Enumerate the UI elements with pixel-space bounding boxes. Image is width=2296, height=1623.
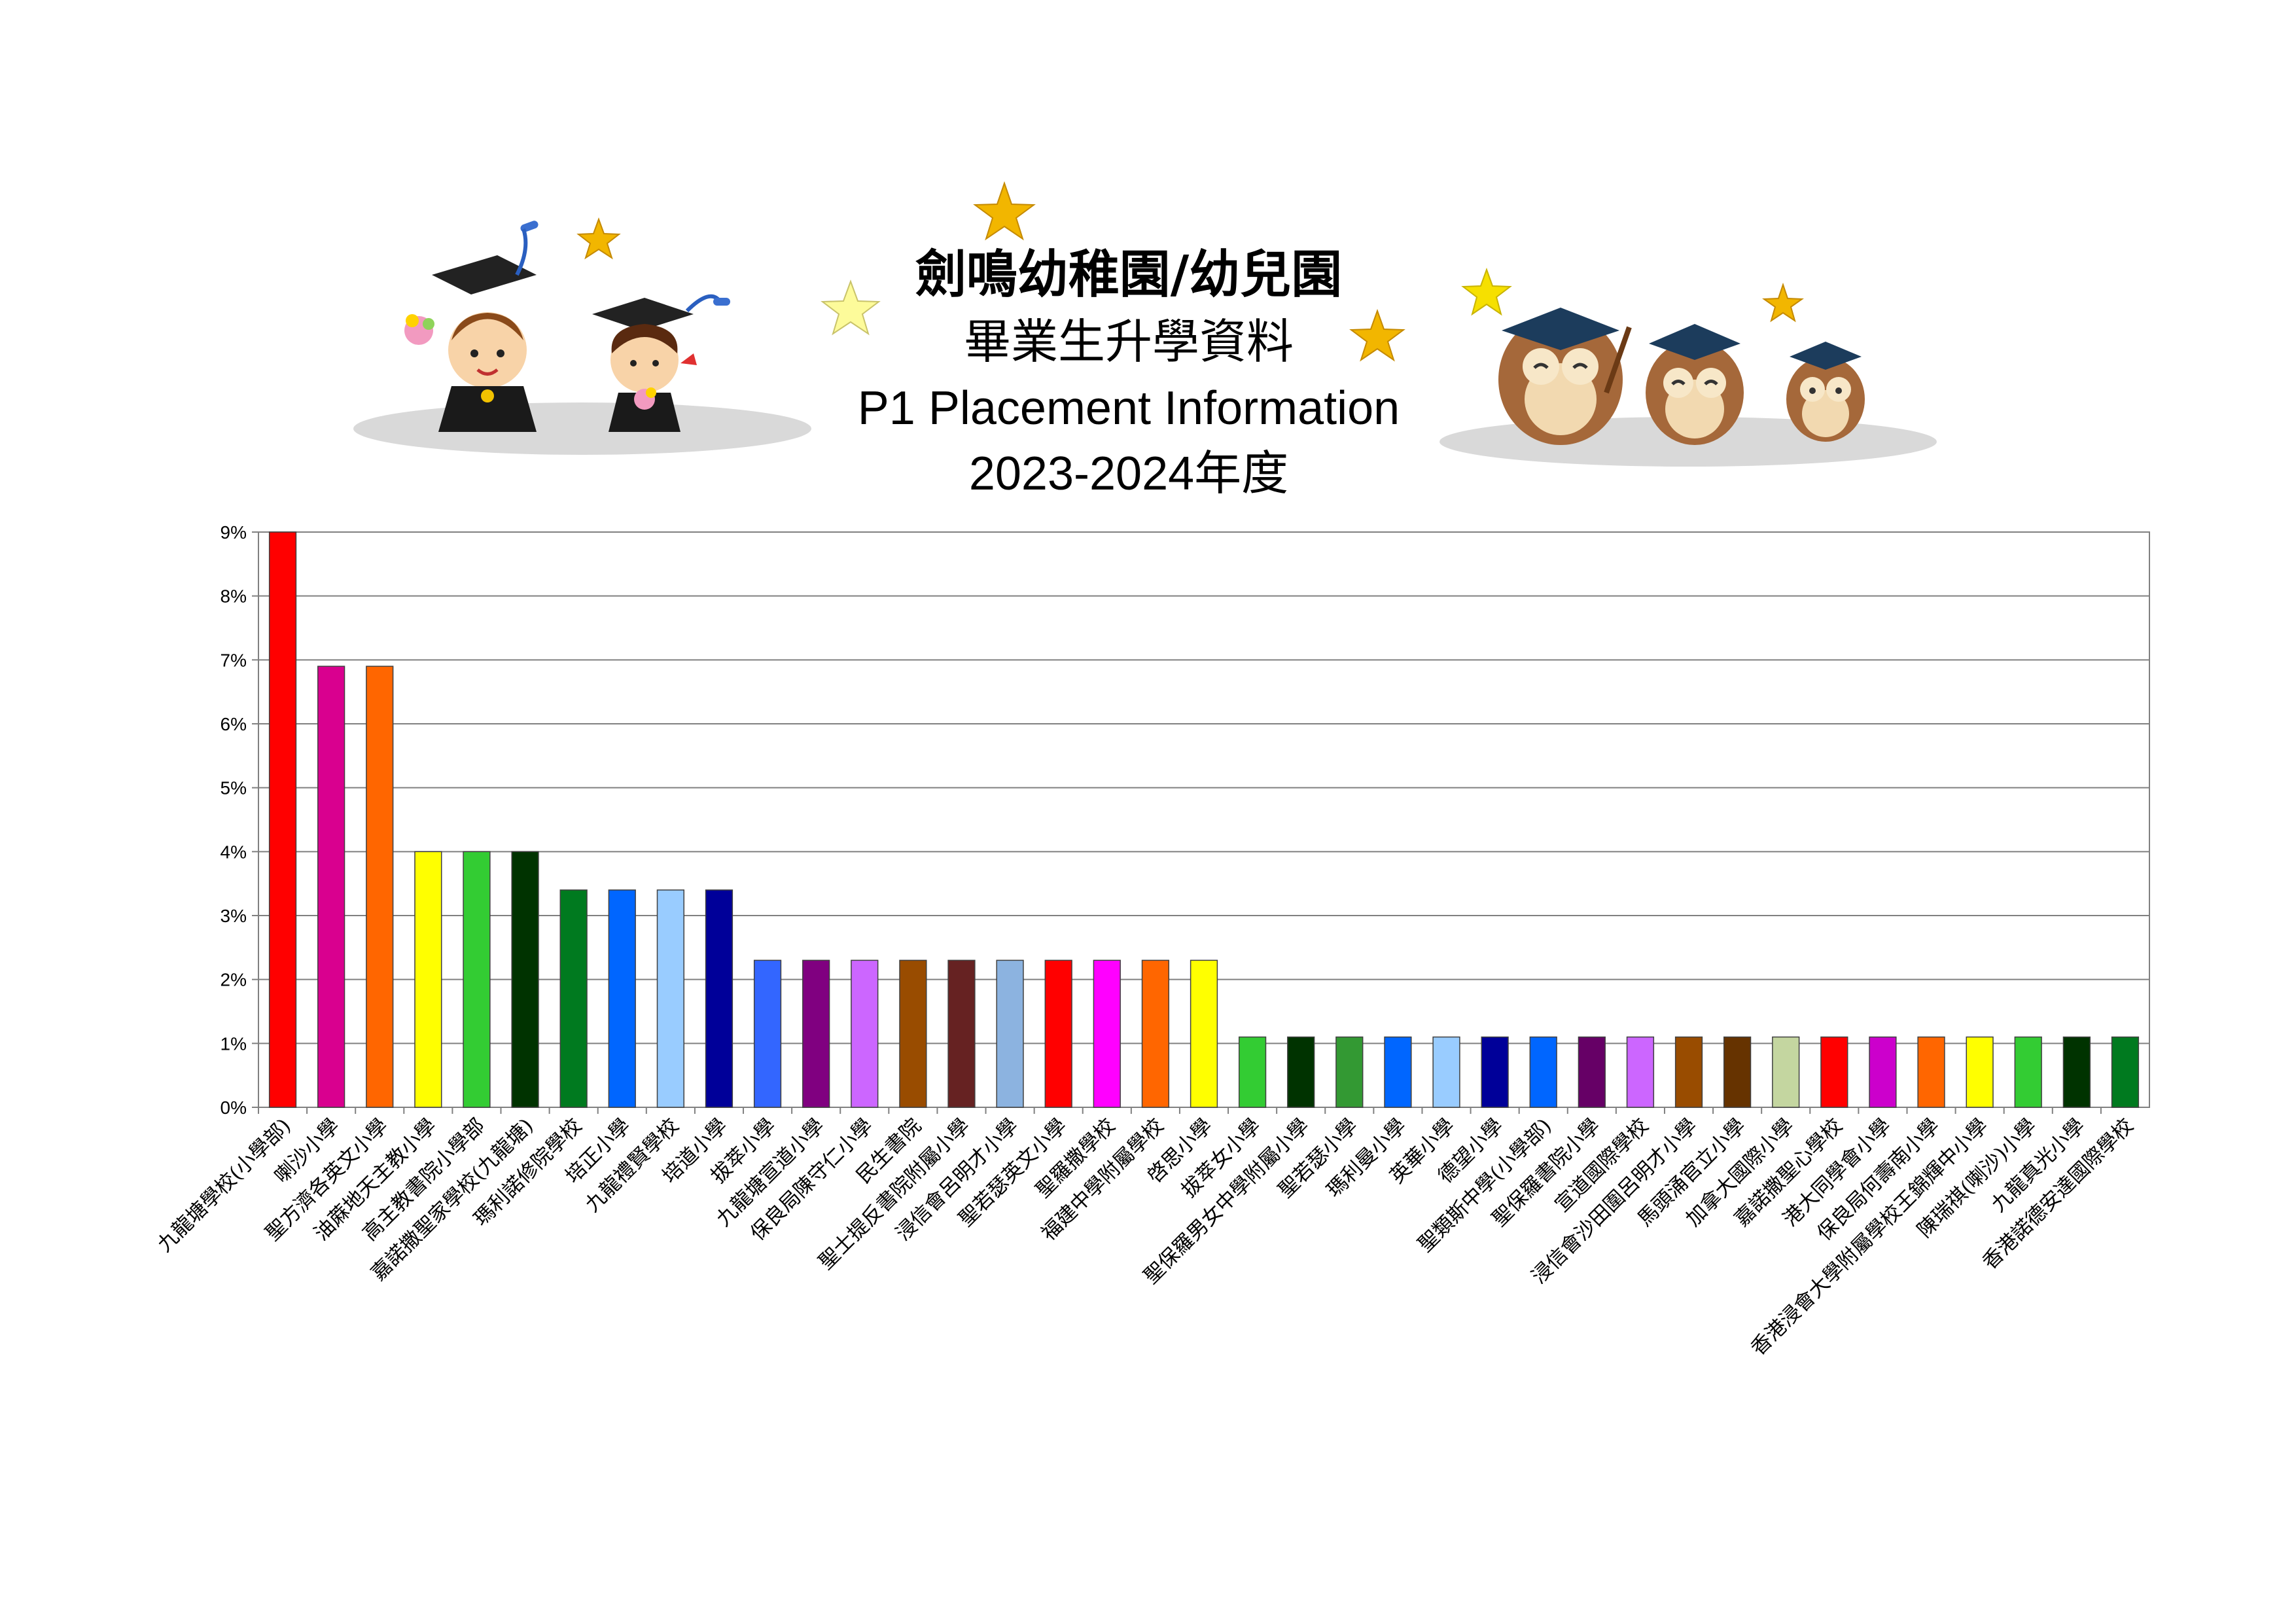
bar	[2062, 1036, 2091, 1108]
star-icon	[1762, 282, 1804, 323]
star-icon	[973, 181, 1036, 241]
graduate-boy-illustration	[404, 221, 539, 432]
y-tick-label: 1%	[221, 1033, 247, 1054]
bar	[996, 959, 1024, 1108]
bar	[802, 959, 830, 1108]
bar	[1093, 959, 1121, 1108]
subtitle-chinese: 畢業生升學資料	[963, 314, 1294, 369]
graduate-girl-illustration	[592, 294, 730, 432]
star-icon	[1461, 268, 1512, 316]
bar	[1529, 1036, 1557, 1108]
title-block: 劍鳴幼稚園/幼兒園 畢業生升學資料 P1 Placement Informati…	[720, 242, 1538, 507]
bar	[2111, 1036, 2140, 1108]
bar	[851, 959, 879, 1108]
bar	[1190, 959, 1218, 1108]
bar	[1141, 959, 1170, 1108]
y-tick-label: 8%	[221, 586, 247, 607]
bar	[1723, 1036, 1752, 1108]
star-icon	[1349, 309, 1405, 362]
star-decorations	[576, 181, 1804, 362]
bar	[317, 666, 345, 1108]
y-tick-label: 9%	[221, 522, 247, 543]
bar	[414, 851, 442, 1108]
bar	[1384, 1036, 1412, 1108]
academic-year: 2023-2024年度	[968, 448, 1289, 500]
bar	[1287, 1036, 1315, 1108]
y-tick-label: 5%	[221, 778, 247, 798]
bar	[656, 889, 684, 1108]
y-tick-label: 2%	[221, 970, 247, 990]
bar	[1626, 1036, 1655, 1108]
graduate-owls-illustration	[1498, 308, 1865, 445]
bar	[1869, 1036, 1897, 1108]
y-tick-label: 7%	[221, 650, 247, 670]
bar	[1917, 1036, 1945, 1108]
y-tick-label: 3%	[221, 906, 247, 926]
bar	[753, 959, 782, 1108]
bar	[1966, 1036, 1994, 1108]
bar	[705, 889, 733, 1108]
bar	[366, 666, 394, 1108]
y-tick-label: 4%	[221, 842, 247, 862]
bar	[463, 851, 491, 1108]
bar	[1820, 1036, 1848, 1108]
bar	[1674, 1036, 1703, 1108]
school-name-title: 劍鳴幼稚園/幼兒園	[915, 245, 1343, 304]
star-icon	[576, 217, 621, 260]
bar	[1772, 1036, 1800, 1108]
bar	[1044, 959, 1072, 1108]
bar	[608, 889, 636, 1108]
bar	[511, 851, 539, 1108]
bar	[559, 889, 588, 1108]
bar	[1481, 1036, 1509, 1108]
y-tick-label: 0%	[221, 1097, 247, 1118]
bar	[1578, 1036, 1606, 1108]
y-tick-label: 6%	[221, 714, 247, 734]
bar	[1335, 1036, 1364, 1108]
bar	[1238, 1036, 1267, 1108]
star-icon	[821, 279, 881, 336]
subtitle-english: P1 Placement Information	[857, 382, 1400, 435]
bar	[899, 959, 927, 1108]
bar	[268, 531, 297, 1108]
bar	[947, 959, 976, 1108]
bar	[2014, 1036, 2042, 1108]
bar	[1432, 1036, 1460, 1108]
